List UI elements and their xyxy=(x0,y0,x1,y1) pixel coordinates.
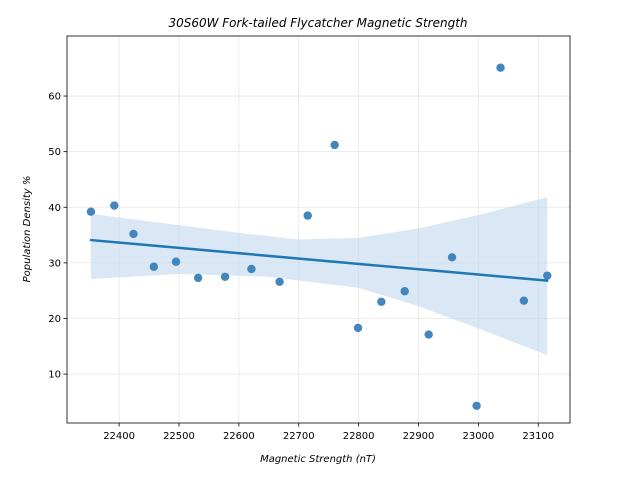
data-point xyxy=(543,271,552,280)
confidence-band-area xyxy=(90,197,548,356)
x-tick-label: 22700 xyxy=(283,431,315,442)
data-point xyxy=(247,264,256,274)
data-point xyxy=(220,272,230,281)
x-tick-label: 23100 xyxy=(522,431,554,442)
data-point xyxy=(519,296,529,305)
y-tick-label: 60 xyxy=(48,92,61,103)
data-point xyxy=(193,273,203,283)
data-point xyxy=(424,330,433,339)
x-tick-label: 23000 xyxy=(462,431,494,442)
data-point xyxy=(400,287,409,296)
x-tick-label: 22900 xyxy=(403,431,435,442)
chart-title: 30S60W Fork-tailed Flycatcher Magnetic S… xyxy=(168,16,467,30)
plot-frame xyxy=(66,35,571,424)
data-point xyxy=(275,277,284,286)
y-axis-label: Population Density % xyxy=(22,176,33,283)
x-tick-label: 22400 xyxy=(103,431,135,442)
y-tick-label: 10 xyxy=(48,370,61,381)
x-axis-label: Magnetic Strength (nT) xyxy=(260,454,376,465)
y-axis-ticks: 10 20 30 40 50 60 xyxy=(48,92,67,381)
data-point xyxy=(353,323,363,333)
confidence-band xyxy=(90,197,548,356)
data-point xyxy=(472,401,481,410)
data-point xyxy=(149,262,159,271)
data-point xyxy=(447,253,457,262)
data-point xyxy=(330,140,339,150)
y-tick-label: 40 xyxy=(48,203,61,214)
y-tick-label: 20 xyxy=(48,314,61,325)
regression-line-group xyxy=(89,238,549,282)
x-axis-ticks: 22400 22500 22600 22700 22800 22900 23000 23100 xyxy=(103,423,554,442)
data-point xyxy=(129,229,138,239)
data-point xyxy=(86,207,96,216)
x-tick-label: 22600 xyxy=(223,431,255,442)
y-tick-label: 30 xyxy=(48,258,61,269)
y-tick-label: 50 xyxy=(48,147,61,158)
data-point xyxy=(496,63,505,72)
data-point xyxy=(171,257,181,266)
x-tick-label: 22500 xyxy=(163,431,195,442)
data-point xyxy=(303,211,312,220)
data-point xyxy=(110,201,119,210)
data-point xyxy=(377,297,386,306)
x-tick-label: 22800 xyxy=(343,431,375,442)
regression-line xyxy=(89,238,549,282)
data-points xyxy=(86,63,552,410)
